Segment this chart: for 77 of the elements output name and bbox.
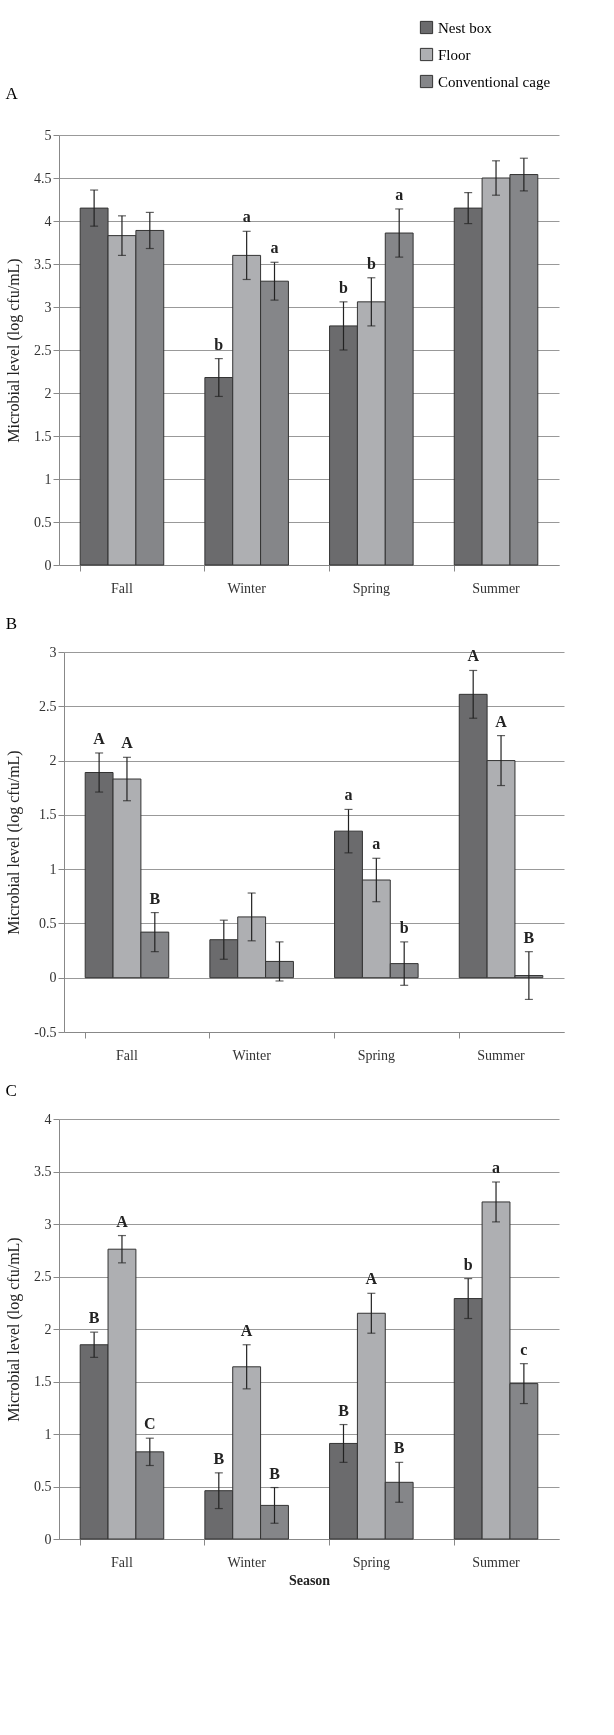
y-tick-label: 2.5 — [34, 1269, 52, 1284]
data-label: A — [467, 647, 480, 665]
data-label: A — [365, 1270, 378, 1288]
y-tick-label: 2.5 — [34, 342, 52, 358]
chart-title: A — [5, 84, 19, 103]
data-label: b — [214, 335, 224, 353]
data-label: A — [116, 1212, 129, 1230]
y-tick-label: 4 — [44, 1111, 52, 1127]
y-tick-label: 1 — [44, 1426, 52, 1442]
y-tick-label: 2 — [44, 385, 52, 401]
y-tick-label: 0.5 — [34, 514, 52, 530]
y-tick-label: 3.5 — [34, 256, 52, 272]
y-tick-label: 2 — [49, 753, 57, 769]
data-label: a — [395, 185, 404, 203]
data-label: a — [344, 786, 353, 804]
data-label: B — [338, 1401, 350, 1419]
x-tick-label: Summer — [477, 1047, 526, 1063]
chart-title: B — [5, 614, 18, 633]
y-tick-label: 4 — [44, 213, 52, 229]
data-label: A — [93, 729, 106, 747]
data-label: c — [520, 1340, 528, 1358]
y-axis-title: Microbial level (log cfu/mL) — [5, 1237, 23, 1422]
data-label: a — [242, 208, 251, 226]
x-tick-label: Spring — [352, 580, 391, 596]
data-label: B — [213, 1449, 225, 1467]
data-label: B — [523, 928, 535, 946]
y-tick-label: 1.5 — [34, 1374, 52, 1389]
x-axis-title: Season — [288, 1572, 331, 1588]
x-tick-label: Winter — [227, 580, 267, 596]
y-tick-label: 1 — [44, 471, 52, 487]
y-tick-label: -0.5 — [34, 1024, 57, 1040]
x-tick-label: Winter — [227, 1554, 267, 1570]
x-tick-label: Fall — [111, 1554, 133, 1570]
y-tick-label: 1.5 — [39, 807, 57, 823]
data-label: A — [121, 734, 134, 752]
y-tick-label: 5 — [44, 127, 52, 143]
y-tick-label: 4.5 — [34, 170, 52, 186]
data-label: B — [393, 1439, 405, 1457]
data-label: C — [144, 1415, 156, 1433]
y-tick-label: 2 — [44, 1321, 52, 1337]
x-tick-label: Winter — [232, 1047, 272, 1063]
y-tick-label: 0 — [44, 557, 52, 573]
y-tick-label: 1.5 — [34, 428, 52, 444]
y-tick-label: 0 — [49, 970, 57, 986]
x-tick-label: Fall — [116, 1047, 138, 1063]
y-tick-label: 3 — [44, 1216, 52, 1232]
x-tick-label: Summer — [472, 1554, 521, 1570]
legend-label: Floor — [438, 46, 471, 63]
data-label: a — [492, 1159, 501, 1176]
data-label: A — [495, 712, 508, 730]
x-tick-label: Spring — [352, 1554, 391, 1570]
data-label: A — [240, 1321, 253, 1339]
y-tick-label: 3 — [44, 299, 52, 315]
x-tick-label: Spring — [357, 1047, 396, 1063]
data-label: a — [270, 239, 279, 257]
legend-label: Nest box — [438, 19, 493, 36]
data-label: B — [149, 889, 161, 907]
y-axis-title: Microbial level (log cfu/mL) — [5, 258, 23, 443]
y-tick-label: 0.5 — [39, 915, 57, 931]
data-label: b — [339, 278, 349, 296]
y-tick-label: 3.5 — [34, 1164, 52, 1179]
data-label: b — [463, 1255, 473, 1273]
x-tick-label: Fall — [111, 580, 133, 596]
legend-label: Conventional cage — [438, 73, 551, 90]
data-label: B — [269, 1464, 281, 1482]
y-tick-label: 2.5 — [39, 698, 57, 714]
y-axis-title: Microbial level (log cfu/mL) — [5, 750, 24, 935]
y-tick-label: 1 — [49, 861, 57, 877]
y-tick-label: 3 — [49, 644, 57, 660]
x-tick-label: Summer — [472, 580, 521, 596]
chart-title: C — [5, 1081, 17, 1100]
data-label: b — [366, 254, 376, 272]
y-tick-label: 0.5 — [34, 1479, 52, 1494]
data-label: b — [399, 918, 409, 936]
y-tick-label: 0 — [44, 1531, 52, 1547]
data-label: B — [88, 1309, 100, 1327]
data-label: a — [372, 835, 381, 853]
